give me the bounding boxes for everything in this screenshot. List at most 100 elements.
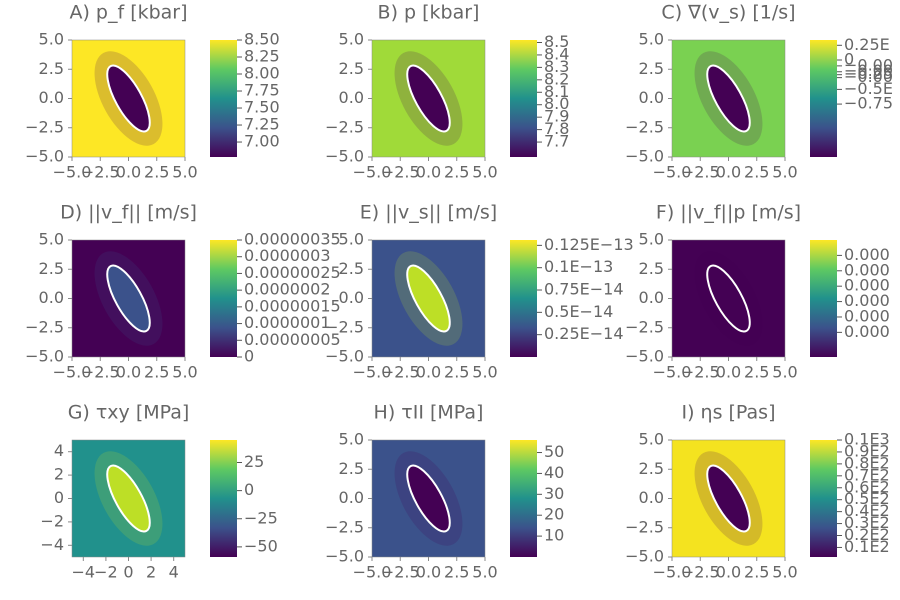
heatmap-field	[672, 240, 785, 357]
heatmap-field	[372, 40, 485, 157]
colorbar-tick-label: 8.0	[544, 94, 569, 113]
y-tick-label: −5.0	[325, 347, 364, 366]
panel: H) τII [MPa]−5.0−2.50.0 2.5 5.05.02.50.0−2…	[325, 402, 564, 582]
x-tick-label: −5.0	[353, 563, 392, 582]
x-tick-label: 0.0	[716, 363, 741, 382]
x-tick-label: 5.0	[472, 363, 497, 382]
inclusion	[706, 264, 751, 333]
y-tick-label: 0.0	[639, 488, 664, 507]
y-tick-label: 0.0	[339, 88, 364, 107]
y-tick-label: −5.0	[25, 147, 64, 166]
y-tick-label: −5.0	[625, 147, 664, 166]
panel: B) p [kbar]−5.0−2.50.0 2.5 5.05.02.50.0−2.…	[325, 2, 569, 182]
colorbar-tick-label: 8.00	[244, 64, 280, 83]
y-tick-label: −5.0	[625, 347, 664, 366]
x-tick-label: −2.5	[681, 563, 720, 582]
colorbar-tick-label: 0.7E2	[844, 465, 890, 484]
colorbar-tick-label: 0.0000003	[244, 246, 331, 265]
y-tick-label: 5.0	[39, 230, 64, 249]
x-tick-label: 0.0	[716, 163, 741, 182]
colorbar-tick-label: 0	[244, 347, 254, 366]
colorbar-tick-label: 0.25E	[844, 35, 890, 54]
colorbar-tick-label: −25	[244, 508, 278, 527]
panel-title: D) ||v_f|| [m/s]	[60, 202, 197, 224]
y-tick-label: 5.0	[339, 30, 364, 49]
y-tick-label: 0.0	[39, 288, 64, 307]
colorbar-tick-label: 8.5	[544, 32, 569, 51]
colorbar-tick-label: 0.2E2	[844, 525, 890, 544]
x-tick-label: −2.5	[681, 363, 720, 382]
colorbar-tick-label: 20	[544, 505, 564, 524]
y-tick-label: −5.0	[625, 547, 664, 566]
panel: D) ||v_f|| [m/s]−5.0−2.50.0 2.5 5.05.02.50…	[25, 202, 341, 382]
x-tick-label: −2	[94, 563, 118, 582]
y-tick-label: −2	[40, 511, 64, 530]
heatmap-field	[72, 40, 185, 157]
y-tick-label: −2.5	[625, 317, 664, 336]
colorbar-tick-label: 0.25E−14	[544, 324, 624, 343]
colorbar-tick-label: −0.25	[844, 64, 893, 83]
colorbar-tick-label: −0.75	[844, 94, 893, 113]
panel-title: A) p_f [kbar]	[69, 2, 187, 24]
y-tick-label: −5.0	[325, 147, 364, 166]
panel-title: E) ||v_s|| [m/s]	[360, 202, 497, 224]
panel: I) ηs [Pas]−5.0−2.50.0 2.5 5.05.02.50.0−2.…	[625, 402, 890, 582]
x-tick-label: 2	[146, 563, 156, 582]
panel-title: B) p [kbar]	[378, 2, 480, 24]
x-tick-label: 5.0	[772, 163, 797, 182]
x-tick-label: 0.0	[416, 363, 441, 382]
inclusion	[406, 264, 451, 333]
inclusion	[406, 464, 451, 533]
y-tick-label: 2.5	[339, 59, 364, 78]
inclusion	[706, 464, 751, 533]
colorbar-tick-label: 0.3E2	[844, 513, 890, 532]
x-tick-label: −2.5	[381, 363, 420, 382]
colorbar-tick-label: 0	[244, 480, 254, 499]
y-tick-label: 5.0	[39, 30, 64, 49]
panel-title: I) ηs [Pas]	[681, 402, 775, 424]
colorbar-tick-label: −0.00	[844, 61, 893, 80]
colorbar-tick-label: 0.0000002	[244, 280, 331, 299]
colorbar-tick-label: 0	[844, 49, 854, 68]
panel: A) p_f [kbar]−5.0−2.50.0 2.5 5.05.02.50.0−…	[25, 2, 279, 182]
panel: C) ∇(v_s) [1/s]−5.0−2.50.0 2.5 5.05.02.50.…	[625, 2, 893, 182]
y-tick-label: 5.0	[339, 430, 364, 449]
x-tick-label: −5.0	[653, 563, 692, 582]
colorbar-tick-label: 0.5E2	[844, 489, 890, 508]
x-tick-label: 5.0	[772, 563, 797, 582]
colorbar-tick-label: 8.4	[544, 44, 569, 63]
inclusion	[406, 64, 451, 133]
colorbar-tick-label: −0.00	[844, 55, 893, 74]
x-tick-label: −2.5	[81, 163, 120, 182]
colorbar-tick-label: 8.2	[544, 69, 569, 88]
x-tick-label: 4	[169, 563, 179, 582]
colorbar-tick-label: 0.6E2	[844, 477, 890, 496]
x-tick-label: 2.5	[744, 163, 769, 182]
colorbar-tick-label: 0.75E−14	[544, 280, 624, 299]
colorbar-tick-label: 0.00000035	[244, 230, 341, 249]
colorbar-tick-label: 0.000	[844, 260, 890, 279]
x-tick-label: 2.5	[744, 363, 769, 382]
x-tick-label: 2.5	[144, 363, 169, 382]
colorbar-tick-label: −0.5E	[844, 79, 893, 98]
x-tick-label: 0.0	[416, 163, 441, 182]
y-tick-label: 2.5	[639, 59, 664, 78]
y-tick-label: 0.0	[39, 88, 64, 107]
y-tick-label: −2.5	[25, 317, 64, 336]
colorbar-tick-label: 0.9E2	[844, 441, 890, 460]
y-tick-label: 2.5	[39, 259, 64, 278]
colorbar-tick-label: 0.00000025	[244, 263, 341, 282]
colorbar-tick-label: 0.000	[844, 306, 890, 325]
y-tick-label: 5.0	[639, 30, 664, 49]
x-tick-label: −2.5	[381, 163, 420, 182]
y-tick-label: 2.5	[639, 259, 664, 278]
colorbar-tick-label: 0.125E−13	[544, 235, 634, 254]
y-tick-label: 0.0	[339, 488, 364, 507]
panel: F) ||v_f||p [m/s]−5.0−2.50.0 2.5 5.05.02.5…	[625, 202, 890, 382]
panel-title: C) ∇(v_s) [1/s]	[661, 2, 795, 24]
x-tick-label: −2.5	[381, 563, 420, 582]
colorbar-tick-label: 7.75	[244, 81, 280, 100]
panel: E) ||v_s|| [m/s]−5.0−2.50.0 2.5 5.05.02.50…	[325, 202, 634, 382]
colorbar-tick-label: 0.1E2	[844, 537, 890, 556]
inclusion	[106, 464, 151, 533]
